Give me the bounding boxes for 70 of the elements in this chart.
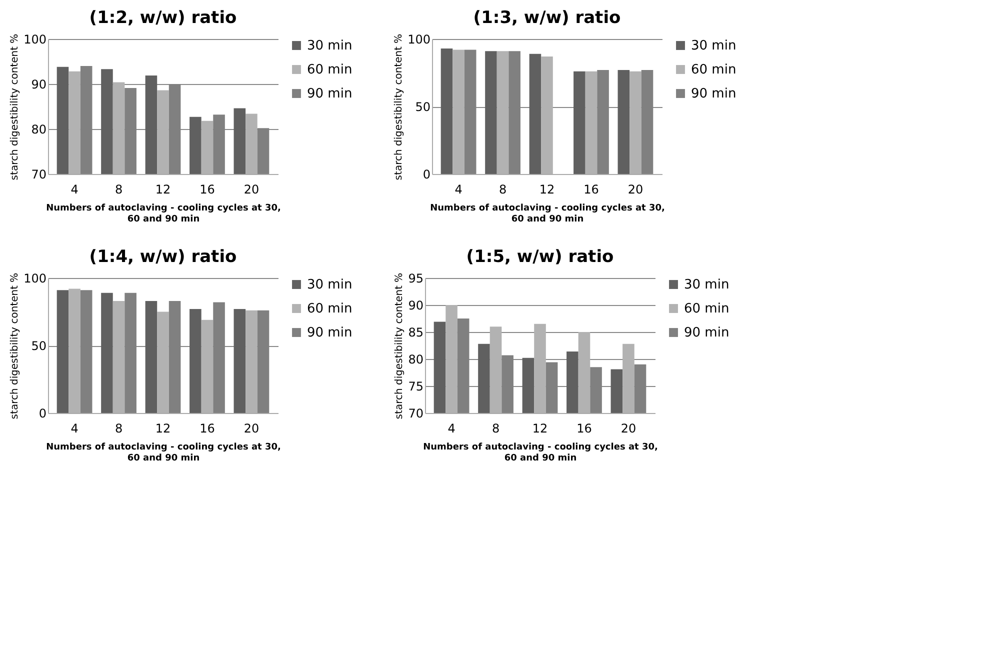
bar (574, 71, 586, 174)
y-axis-title: starch digestibility content % (394, 272, 406, 420)
y-tick-label: 100 (24, 32, 46, 46)
x-axis-title: Numbers of autoclaving - cooling cycles at 30, 60 and 90 min (46, 204, 281, 224)
x-tick-label: 8 (498, 182, 507, 196)
y-tick-label: 50 (415, 100, 430, 114)
bar (618, 70, 630, 174)
bar (440, 48, 453, 174)
legend-label: 60 min (684, 302, 730, 316)
x-tick-label: 4 (70, 182, 78, 196)
x-tick-label: 12 (155, 182, 171, 196)
legend-label: 90 min (684, 326, 730, 340)
legend-label: 60 min (307, 302, 352, 316)
bar (101, 292, 113, 413)
y-axis-title: starch digestibility content % (394, 34, 405, 180)
bar (56, 290, 69, 413)
x-tick-label: 12 (532, 422, 548, 436)
x-tick-label: 20 (628, 182, 644, 196)
y-tick-label: 90 (408, 298, 424, 312)
y-tick-label: 100 (408, 32, 430, 46)
bar (485, 51, 497, 174)
x-tick-label: 12 (155, 422, 171, 436)
y-tick-label: 0 (422, 168, 430, 182)
y-tick-label: 80 (408, 352, 424, 366)
x-tick-label: 20 (620, 422, 636, 436)
y-tick-label: 85 (408, 326, 424, 340)
x-tick-label: 20 (244, 422, 260, 436)
legend-label: 90 min (691, 86, 736, 102)
legend-label: 90 min (307, 86, 352, 102)
y-tick-label: 100 (24, 272, 46, 286)
chart-title: (1:4, w/w) ratio (89, 247, 237, 267)
chart-title: (1:2, w/w) ratio (89, 8, 237, 28)
x-axis-title: Numbers of autoclaving - cooling cycles at 30, 60 and 90 min (430, 204, 665, 224)
y-tick-label: 50 (31, 339, 46, 353)
x-tick-label: 16 (576, 422, 592, 436)
y-axis-title: starch digestibility content % (10, 272, 21, 420)
bar (529, 54, 542, 174)
y-tick-label: 70 (31, 168, 46, 182)
legend-label: 90 min (307, 326, 352, 340)
bar (190, 309, 202, 413)
x-tick-label: 16 (200, 422, 215, 436)
x-tick-label: 8 (114, 422, 123, 436)
legend-label: 30 min (307, 38, 352, 54)
legend-label: 30 min (691, 38, 736, 54)
x-tick-label: 8 (492, 422, 500, 436)
x-axis-title: Numbers of autoclaving - cooling cycles at 30, 60 and 90 min (423, 442, 658, 464)
chart-title: (1:5, w/w) ratio (466, 247, 614, 267)
legend-label: 60 min (307, 62, 352, 78)
x-tick-label: 4 (70, 422, 78, 436)
x-tick-label: 20 (244, 182, 260, 196)
x-tick-label: 16 (584, 182, 599, 196)
y-tick-label: 70 (408, 406, 424, 420)
legend-label: 60 min (691, 62, 736, 78)
y-tick-label: 0 (38, 406, 46, 420)
y-axis-title: starch digestibility content % (10, 34, 21, 180)
x-tick-label: 4 (448, 422, 456, 436)
x-tick-label: 8 (114, 182, 123, 196)
y-tick-label: 95 (408, 272, 424, 286)
x-tick-label: 12 (539, 182, 555, 196)
y-tick-label: 80 (31, 122, 46, 136)
bar (145, 300, 158, 413)
x-tick-label: 16 (200, 182, 215, 196)
chart-title: (1:3, w/w) ratio (473, 8, 621, 28)
x-axis-title: Numbers of autoclaving - cooling cycles at 30, 60 and 90 min (46, 442, 281, 464)
legend-label: 30 min (684, 278, 730, 292)
y-tick-label: 90 (31, 78, 46, 92)
legend-label: 30 min (307, 278, 352, 292)
bar (234, 309, 246, 413)
x-tick-label: 4 (454, 182, 462, 196)
y-tick-label: 75 (408, 380, 424, 394)
